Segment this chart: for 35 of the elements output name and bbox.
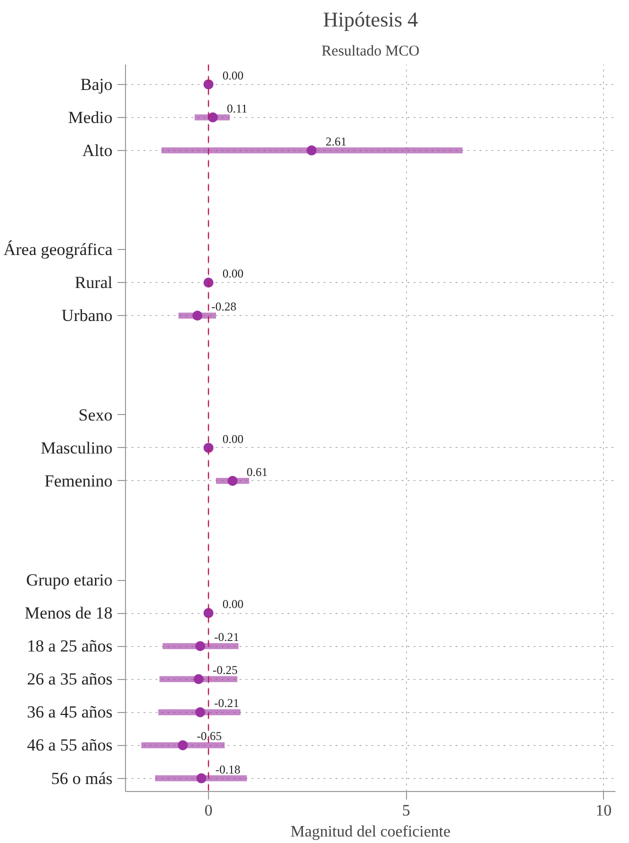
chart-title: Hipótesis 4	[322, 8, 419, 32]
data-label: -0.25	[212, 663, 238, 678]
y-tick-label: 18 a 25 años	[27, 636, 113, 656]
data-label: 0.61	[246, 464, 268, 479]
y-tick-label: Grupo etario	[26, 570, 113, 590]
data-label: 2.61	[326, 134, 347, 148]
chart-subtitle: Resultado MCO	[322, 44, 420, 60]
x-tick-label: 0	[204, 802, 212, 820]
x-axis-title: Magnitud del coeficiente	[290, 824, 450, 840]
y-tick-label: Menos de 18	[24, 604, 113, 623]
x-tick-label: 10	[596, 802, 612, 820]
y-tick-label: 56 o más	[51, 768, 113, 788]
y-tick-label: 46 a 55 años	[27, 736, 113, 755]
y-tick-label: Sexo	[78, 405, 112, 424]
data-label: -0.18	[215, 762, 240, 776]
data-label: 0.00	[222, 597, 244, 612]
data-label: -0.65	[196, 729, 222, 744]
data-label: -0.28	[211, 300, 236, 314]
y-tick-label: Masculino	[40, 438, 113, 458]
y-tick-label: 26 a 35 años	[27, 670, 113, 689]
data-label: 0.11	[226, 101, 248, 116]
y-tick-label: Área geográfica	[3, 240, 113, 260]
data-label: 0.00	[222, 432, 244, 446]
y-tick-label: Urbano	[62, 306, 112, 326]
y-tick-label: Femenino	[44, 471, 113, 490]
data-label: -0.21	[214, 696, 240, 710]
y-tick-label: Medio	[68, 108, 113, 127]
data-label: -0.21	[214, 630, 240, 644]
data-label: 0.00	[222, 266, 244, 281]
y-tick-label: Bajo	[80, 74, 112, 94]
data-label: 0.00	[222, 68, 244, 82]
y-tick-label: 36 a 45 años	[27, 702, 113, 722]
y-tick-label: Alto	[82, 140, 113, 160]
x-tick-label: 5	[402, 802, 410, 820]
y-tick-label: Rural	[74, 273, 113, 292]
